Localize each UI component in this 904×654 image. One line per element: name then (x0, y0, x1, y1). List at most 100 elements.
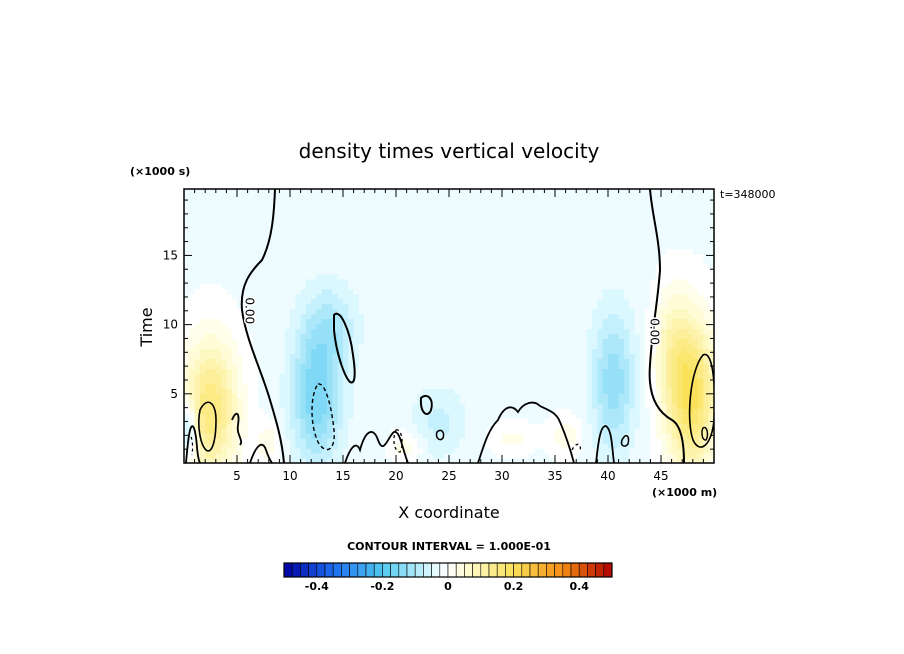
field-cell (433, 198, 439, 205)
field-cell (502, 268, 508, 275)
field-cell (396, 208, 402, 215)
field-cell (374, 218, 381, 225)
field-cell (284, 453, 291, 459)
field-cell (385, 273, 392, 280)
field-cell (629, 213, 636, 220)
field-cell (581, 378, 588, 384)
field-cell (380, 358, 386, 364)
field-cell (321, 223, 328, 230)
field-cell (449, 203, 455, 210)
field-cell (406, 233, 413, 240)
field-cell (242, 343, 249, 350)
field-cell (608, 343, 614, 350)
field-cell (555, 193, 561, 200)
field-cell (650, 193, 657, 200)
field-cell (305, 443, 312, 449)
field-cell (353, 453, 360, 459)
field-cell (411, 288, 418, 295)
field-cell (459, 238, 466, 245)
field-cell (438, 338, 445, 345)
field-cell (268, 378, 275, 384)
field-cell (449, 189, 455, 195)
field-cell (592, 443, 598, 449)
field-cell (523, 333, 530, 340)
field-cell (295, 328, 302, 335)
field-cell (199, 338, 206, 345)
field-cell (443, 213, 450, 220)
field-cell (555, 368, 561, 374)
field-cell (597, 253, 604, 260)
field-cell (645, 343, 651, 350)
field-cell (581, 283, 588, 290)
field-cell (189, 428, 196, 434)
field-cell (305, 243, 312, 250)
field-cell (639, 388, 646, 394)
field-cell (221, 338, 227, 345)
field-cell (290, 228, 296, 235)
field-cell (343, 453, 349, 459)
field-cell (247, 363, 254, 369)
field-cell (305, 453, 312, 459)
field-cell (496, 448, 503, 454)
field-cell (242, 208, 249, 215)
field-cell (380, 189, 386, 195)
field-cell (295, 233, 302, 240)
field-cell (438, 273, 445, 280)
field-cell (364, 398, 371, 404)
field-cell (427, 213, 434, 220)
field-cell (427, 243, 434, 250)
field-cell (443, 368, 450, 374)
field-cell (226, 433, 233, 439)
field-cell (475, 413, 482, 419)
field-cell (252, 403, 259, 409)
field-cell (544, 189, 551, 195)
field-cell (316, 353, 323, 359)
field-cell (311, 208, 318, 215)
field-cell (369, 408, 376, 414)
field-cell (539, 328, 545, 335)
field-cell (507, 343, 514, 350)
field-cell (480, 458, 487, 463)
field-cell (263, 233, 270, 240)
field-cell (210, 448, 217, 454)
field-cell (533, 308, 540, 315)
field-cell (555, 413, 561, 419)
field-cell (449, 443, 455, 449)
field-cell (645, 328, 651, 335)
field-cell (544, 373, 551, 379)
field-cell (369, 278, 376, 285)
field-cell (316, 233, 323, 240)
field-cell (321, 213, 328, 220)
field-cell (401, 358, 408, 364)
field-cell (480, 203, 487, 210)
field-cell (438, 223, 445, 230)
field-cell (560, 313, 567, 320)
field-cell (459, 198, 466, 205)
field-cell (401, 383, 408, 389)
field-cell (343, 189, 349, 195)
field-cell (565, 253, 572, 260)
field-cell (507, 378, 514, 384)
field-cell (613, 243, 620, 250)
field-cell (343, 403, 349, 409)
field-cell (639, 358, 646, 364)
field-cell (523, 243, 530, 250)
field-cell (252, 408, 259, 414)
field-cell (645, 198, 651, 205)
field-cell (528, 213, 535, 220)
field-cell (215, 353, 222, 359)
field-cell (438, 423, 445, 429)
field-cell (194, 203, 201, 210)
field-cell (613, 283, 620, 290)
field-cell (655, 358, 662, 364)
field-cell (316, 388, 323, 394)
field-cell (390, 238, 397, 245)
field-cell (327, 428, 333, 434)
field-cell (290, 278, 296, 285)
field-cell (592, 198, 598, 205)
field-cell (475, 403, 482, 409)
field-cell (502, 328, 508, 335)
field-cell (443, 428, 450, 434)
field-cell (258, 333, 265, 340)
